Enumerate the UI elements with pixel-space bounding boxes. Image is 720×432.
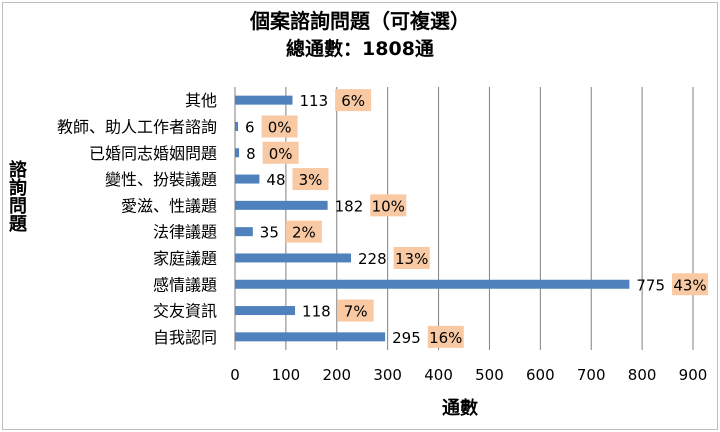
- percent-box: [261, 115, 298, 138]
- value-label: 295: [392, 329, 421, 347]
- bar: [235, 227, 253, 237]
- value-label: 113: [300, 92, 329, 110]
- category-label: 家庭議題: [153, 249, 217, 268]
- x-tick-label: 700: [577, 366, 606, 384]
- value-label: 6: [245, 118, 255, 136]
- value-label: 228: [358, 250, 387, 268]
- bar: [235, 148, 240, 158]
- percent-box: [337, 299, 374, 322]
- category-label: 感情議題: [153, 275, 217, 294]
- x-tick-label: 100: [272, 366, 301, 384]
- category-label: 法律議題: [153, 223, 217, 242]
- percent-box: [262, 141, 299, 164]
- chart-title: 個案諮詢問題（可複選）: [250, 9, 470, 33]
- percent-box: [672, 273, 709, 296]
- x-tick-label: 300: [373, 366, 402, 384]
- bar: [235, 332, 386, 342]
- percent-label: 10%: [372, 197, 405, 215]
- category-label: 愛滋、性議題: [121, 196, 217, 215]
- x-tick-label: 600: [526, 366, 555, 384]
- category-label: 變性、扮裝議題: [105, 170, 217, 189]
- x-tick-label: 200: [322, 366, 351, 384]
- percent-label: 43%: [673, 276, 706, 294]
- value-label: 35: [260, 224, 279, 242]
- x-tick-label: 400: [424, 366, 453, 384]
- chart-subtitle: 總通數：1808通: [286, 38, 434, 60]
- category-label: 其他: [185, 91, 217, 110]
- percent-label: 0%: [269, 145, 293, 163]
- bar: [235, 174, 260, 184]
- percent-box: [393, 246, 430, 269]
- percent-box: [292, 168, 329, 191]
- percent-box: [335, 89, 372, 112]
- percent-label: 16%: [429, 329, 462, 347]
- x-axis-label: 通數: [442, 398, 478, 419]
- category-label: 教師、助人工作者諮詢: [57, 117, 217, 136]
- bar: [235, 279, 630, 289]
- percent-label: 2%: [292, 224, 316, 242]
- x-tick-label: 0: [230, 366, 240, 384]
- percent-box: [370, 194, 407, 217]
- bar: [235, 200, 328, 210]
- x-tick-label: 900: [679, 366, 708, 384]
- value-label: 118: [302, 303, 331, 321]
- percent-label: 13%: [395, 250, 428, 268]
- category-label: 交友資訊: [153, 302, 217, 321]
- x-tick-label: 800: [628, 366, 657, 384]
- bar: [235, 253, 352, 263]
- percent-box: [427, 325, 464, 348]
- percent-label: 3%: [299, 171, 323, 189]
- x-tick-label: 500: [475, 366, 504, 384]
- category-label: 已婚同志婚姻問題: [89, 144, 217, 163]
- value-label: 8: [246, 145, 256, 163]
- y-axis-label: 諮詢問題: [6, 160, 27, 232]
- percent-label: 7%: [344, 303, 368, 321]
- value-label: 182: [335, 197, 364, 215]
- percent-label: 0%: [268, 118, 292, 136]
- percent-box: [285, 220, 322, 243]
- category-label: 自我認同: [153, 328, 217, 347]
- value-label: 48: [266, 171, 285, 189]
- percent-label: 6%: [341, 92, 365, 110]
- bar: [235, 95, 293, 105]
- value-label: 775: [636, 276, 665, 294]
- bar: [235, 121, 239, 131]
- bar: [235, 306, 296, 316]
